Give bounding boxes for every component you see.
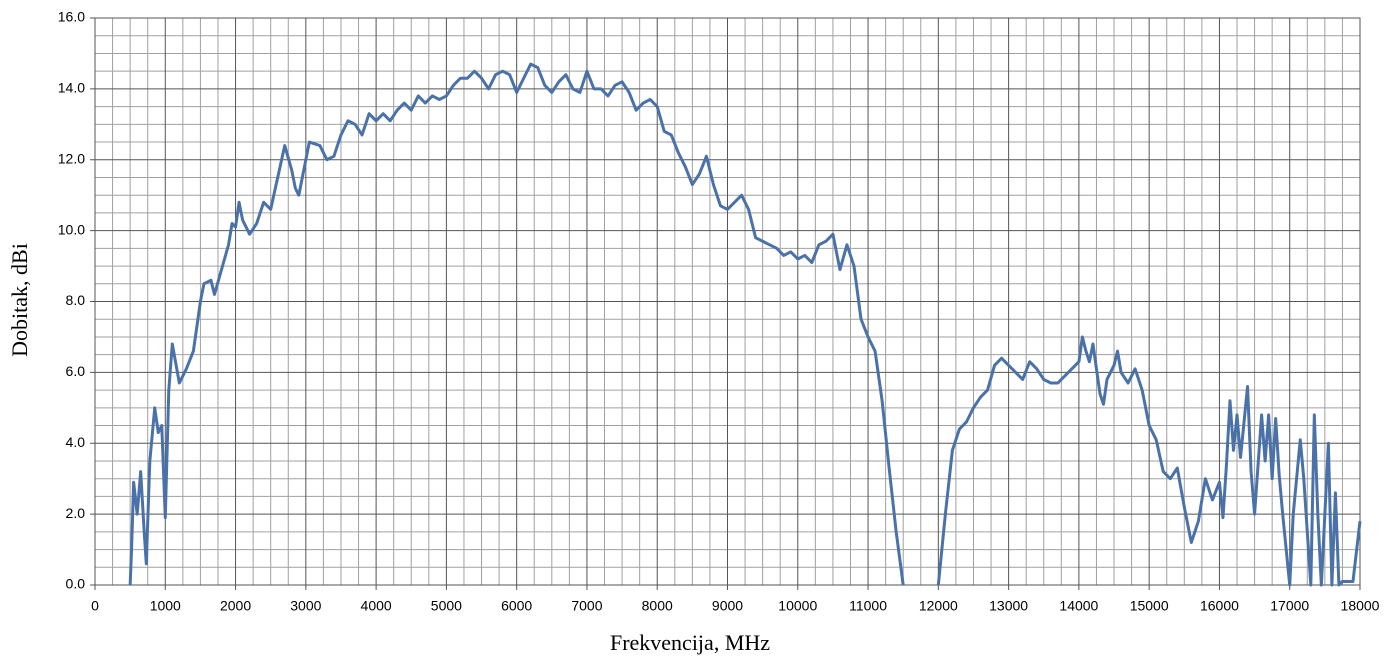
x-tick-label: 6000 [501,598,532,614]
y-tick-label: 10.0 [58,221,85,237]
y-tick-label: 14.0 [58,80,85,96]
x-tick-label: 4000 [361,598,392,614]
y-tick-label: 16.0 [58,9,85,25]
x-tick-label: 8000 [642,598,673,614]
x-tick-label: 15000 [1130,598,1169,614]
y-tick-label: 6.0 [66,363,86,379]
x-tick-label: 5000 [431,598,462,614]
x-tick-label: 14000 [1059,598,1098,614]
x-tick-label: 11000 [849,598,887,614]
y-tick-label: 2.0 [66,505,86,521]
x-tick-label: 9000 [712,598,743,614]
x-tick-label: 16000 [1200,598,1239,614]
x-tick-label: 2000 [220,598,251,614]
plot-border [94,17,1361,586]
y-axis-title: Dobitak, dBi [7,243,32,357]
x-tick-label: 13000 [989,598,1028,614]
x-tick-label: 7000 [571,598,602,614]
line-series [936,335,1362,587]
x-tick-label: 12000 [919,598,958,614]
y-tick-label: 8.0 [66,292,86,308]
y-tick-label: 12.0 [58,150,85,166]
x-tick-label: 0 [91,598,99,614]
line-series [128,62,905,586]
x-tick-label: 10000 [778,598,817,614]
y-tick-label: 4.0 [66,434,86,450]
x-tick-label: 17000 [1270,598,1309,614]
y-tick-label: 0.0 [66,576,86,592]
x-axis-title: Frekvencija, MHz [610,630,770,655]
x-tick-label: 18000 [1341,598,1380,614]
x-tick-label: 3000 [290,598,321,614]
x-tick-label: 1000 [150,598,181,614]
